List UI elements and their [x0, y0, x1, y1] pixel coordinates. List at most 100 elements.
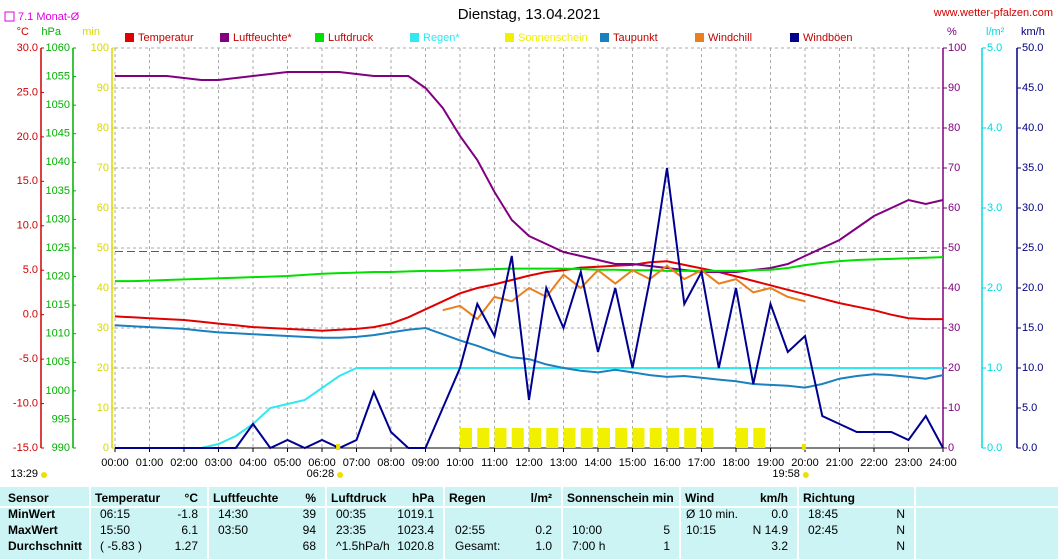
x-tick-label: 13:00 — [550, 457, 578, 469]
y-tick-label: 30.0 — [17, 42, 38, 54]
axis-unit: min — [82, 26, 100, 38]
y-tick-label: 1060 — [46, 42, 70, 54]
sunshine-bar — [511, 428, 524, 448]
x-tick-label: 12:00 — [515, 457, 543, 469]
y-tick-label: 10 — [948, 402, 960, 414]
y-tick-label: 20 — [948, 362, 960, 374]
x-tick-label: 03:00 — [205, 457, 233, 469]
table-header: km/h — [760, 491, 788, 505]
y-tick-label: 1055 — [46, 70, 70, 82]
y-tick-label: 20 — [97, 362, 109, 374]
table-background — [0, 487, 1058, 559]
sunshine-bar — [649, 428, 662, 448]
y-tick-label: 0.0 — [1022, 442, 1037, 454]
y-tick-label: 50 — [97, 242, 109, 254]
table-cell: 6.1 — [181, 523, 198, 537]
y-tick-label: 100 — [948, 42, 966, 54]
y-tick-label: 1020 — [46, 270, 70, 282]
sunshine-bar — [494, 428, 507, 448]
y-tick-label: -10.0 — [13, 397, 38, 409]
x-tick-label: 10:00 — [446, 457, 474, 469]
y-tick-label: 10 — [97, 402, 109, 414]
table-cell: 94 — [303, 523, 317, 537]
sunshine-bar — [546, 428, 559, 448]
y-tick-label: 40.0 — [1022, 122, 1043, 134]
y-tick-label: 50 — [948, 242, 960, 254]
sunshine-bar — [667, 428, 679, 448]
x-tick-label: 08:00 — [377, 457, 405, 469]
x-tick-label: 21:00 — [826, 457, 854, 469]
sunshine-bar — [563, 428, 576, 448]
legend-swatch — [125, 33, 134, 42]
y-tick-label: 15.0 — [17, 175, 38, 187]
table-cell: MaxWert — [8, 523, 58, 537]
sunshine-bar — [529, 428, 541, 448]
y-tick-label: 0.0 — [987, 442, 1002, 454]
table-header: l/m² — [531, 491, 552, 505]
sun-marker — [336, 444, 341, 450]
x-tick-label: 05:00 — [274, 457, 302, 469]
table-cell: 7:00 h — [572, 539, 605, 553]
table-cell: 02:45 — [808, 523, 838, 537]
table-cell: 5 — [663, 523, 670, 537]
y-tick-label: 80 — [97, 122, 109, 134]
legend-label: Sonnenschein — [518, 32, 588, 44]
x-tick-label: 07:00 — [343, 457, 371, 469]
y-tick-label: 50.0 — [1022, 42, 1043, 54]
y-tick-label: 80 — [948, 122, 960, 134]
table-header: Luftfeuchte — [213, 491, 279, 505]
x-tick-label: 23:00 — [895, 457, 923, 469]
y-tick-label: 40 — [948, 282, 960, 294]
table-cell: 18:45 — [808, 507, 838, 521]
axis-unit: km/h — [1021, 26, 1045, 38]
y-tick-label: 1045 — [46, 128, 70, 140]
y-tick-label: 40 — [97, 282, 109, 294]
y-tick-label: 995 — [52, 413, 70, 425]
legend-swatch — [790, 33, 799, 42]
y-tick-label: -5.0 — [19, 353, 38, 365]
table-header: hPa — [412, 491, 434, 505]
table-cell: 1023.4 — [397, 523, 434, 537]
y-tick-label: 25.0 — [1022, 242, 1043, 254]
x-tick-label: 17:00 — [688, 457, 716, 469]
table-cell: 0.0 — [771, 507, 788, 521]
table-cell: N — [896, 507, 905, 521]
y-tick-label: 4.0 — [987, 122, 1002, 134]
y-tick-label: 1015 — [46, 299, 70, 311]
series-line — [114, 324, 944, 389]
y-tick-label: 2.0 — [987, 282, 1002, 294]
axis-unit: °C — [17, 26, 29, 38]
table-cell: 23:35 — [336, 523, 366, 537]
table-cell: Durchschnitt — [8, 539, 82, 553]
sun-icon — [41, 472, 47, 478]
y-tick-label: 70 — [97, 162, 109, 174]
y-tick-label: 30 — [97, 322, 109, 334]
sunshine-bar — [615, 428, 628, 448]
table-header: Sensor — [8, 491, 49, 505]
y-tick-label: 1030 — [46, 213, 70, 225]
source: www.wetter-pfalzen.com — [933, 7, 1053, 19]
chart-title: Dienstag, 13.04.2021 — [458, 6, 601, 23]
sunshine-bar — [701, 428, 714, 448]
y-tick-label: 60 — [948, 202, 960, 214]
legend-label: Regen* — [423, 32, 460, 44]
timestamp: 13:29 — [10, 468, 38, 480]
table-cell: 3.2 — [771, 539, 788, 553]
table-header: Regen — [449, 491, 486, 505]
y-tick-label: 10.0 — [17, 220, 38, 232]
table-cell: 1.27 — [175, 539, 199, 553]
x-tick-label: 18:00 — [722, 457, 750, 469]
table-cell: 14:30 — [218, 507, 248, 521]
y-tick-label: 1040 — [46, 156, 70, 168]
table-cell: MinWert — [8, 507, 55, 521]
table-cell: ^1.5hPa/h — [336, 539, 390, 553]
table-cell: 68 — [303, 539, 317, 553]
table-cell: Ø 10 min. — [686, 507, 738, 521]
y-tick-label: 90 — [97, 82, 109, 94]
sunshine-bar — [598, 428, 610, 448]
table-cell: 0.2 — [535, 523, 552, 537]
series-line — [115, 71, 944, 273]
y-tick-label: 1025 — [46, 242, 70, 254]
table-cell: 06:15 — [100, 507, 130, 521]
x-tick-label: 22:00 — [860, 457, 888, 469]
